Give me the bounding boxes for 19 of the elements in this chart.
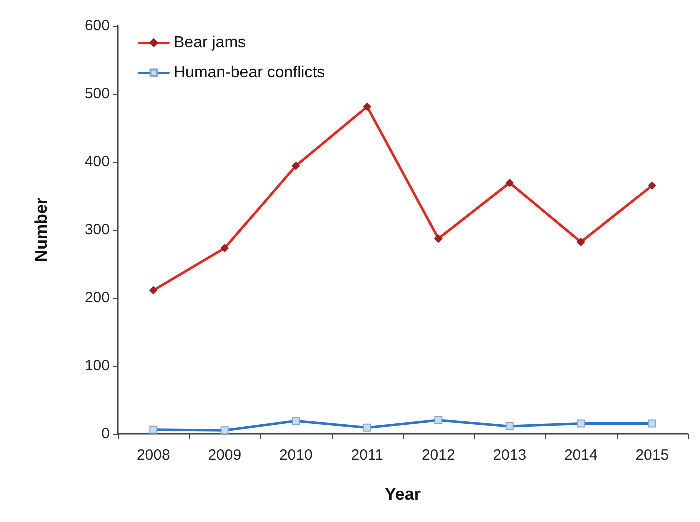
- x-tick-label: 2009: [208, 447, 242, 464]
- x-tick-label: 2013: [493, 447, 527, 464]
- x-tick-label: 2008: [136, 447, 170, 464]
- x-tick-label: 2011: [351, 447, 384, 464]
- y-tick-label: 200: [84, 290, 110, 306]
- legend-label: Bear jams: [174, 34, 246, 52]
- y-tick-label: 400: [84, 154, 110, 170]
- y-tick-label: 0: [102, 426, 110, 442]
- y-tick-label: 600: [84, 18, 110, 34]
- y-tick-label: 100: [84, 358, 110, 374]
- x-tick-label: 2010: [279, 447, 313, 464]
- x-tick-label: 2014: [564, 447, 598, 464]
- x-axis-title: Year: [385, 485, 422, 504]
- y-tick-label: 300: [84, 222, 110, 238]
- x-tick-label: 2015: [636, 447, 670, 464]
- x-tick-label: 2012: [422, 447, 456, 464]
- y-axis-title: Number: [32, 198, 51, 262]
- y-tick-label: 500: [84, 86, 110, 102]
- legend-label: Human-bear conflicts: [174, 64, 326, 82]
